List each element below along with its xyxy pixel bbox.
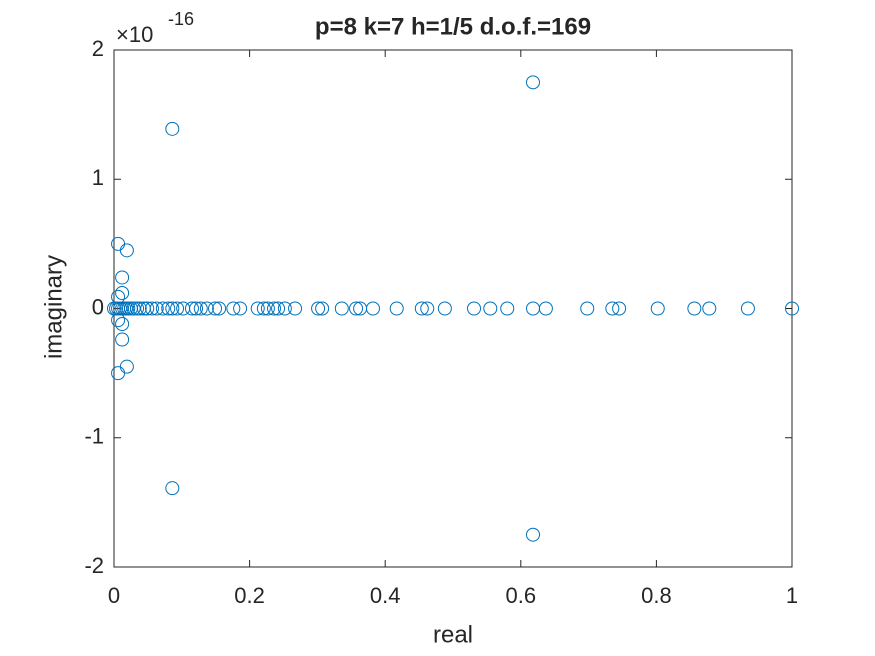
point — [144, 301, 159, 316]
point — [260, 301, 275, 316]
point — [250, 301, 265, 316]
point — [349, 301, 364, 316]
point — [650, 301, 665, 316]
point — [256, 301, 271, 316]
y-tick-label: -1 — [84, 424, 104, 449]
point — [161, 301, 176, 316]
point — [199, 301, 214, 316]
point — [208, 301, 223, 316]
point — [126, 301, 141, 316]
point — [315, 301, 330, 316]
point — [311, 301, 326, 316]
point — [580, 301, 595, 316]
point — [149, 301, 164, 316]
x-tick-label: 0.8 — [641, 583, 672, 608]
point — [687, 301, 702, 316]
point — [288, 301, 303, 316]
point — [500, 301, 515, 316]
x-tick-label: 1 — [786, 583, 798, 608]
point — [277, 301, 292, 316]
point — [111, 313, 126, 328]
y-multiplier-base: ×10 — [116, 22, 153, 47]
point — [165, 121, 180, 136]
point — [526, 75, 541, 90]
y-tick-label: 0 — [92, 294, 104, 319]
point — [189, 301, 204, 316]
point — [119, 359, 134, 374]
x-tick-label: 0.4 — [370, 583, 401, 608]
y-multiplier-exponent: -16 — [168, 9, 194, 29]
point — [165, 481, 180, 496]
point — [226, 301, 241, 316]
x-tick-label: 0 — [108, 583, 120, 608]
point — [414, 301, 429, 316]
point — [212, 301, 227, 316]
y-tick-label: -2 — [84, 553, 104, 578]
point — [420, 301, 435, 316]
plot-box — [113, 49, 793, 568]
point — [155, 301, 170, 316]
point — [365, 301, 380, 316]
point — [612, 301, 627, 316]
point — [115, 285, 130, 300]
point — [115, 270, 130, 285]
point — [193, 301, 208, 316]
point — [115, 317, 130, 332]
point — [605, 301, 620, 316]
y-tick-label: 1 — [92, 165, 104, 190]
point — [389, 301, 404, 316]
point — [233, 301, 248, 316]
point — [483, 301, 498, 316]
point — [334, 301, 349, 316]
x-axis-label: real — [433, 621, 473, 648]
x-tick-label: 0.6 — [506, 583, 537, 608]
point — [437, 301, 452, 316]
y-tick-label: 2 — [92, 36, 104, 61]
x-tick-label: 0.2 — [234, 583, 265, 608]
point — [702, 301, 717, 316]
point — [271, 301, 286, 316]
point — [785, 301, 799, 316]
point — [184, 301, 199, 316]
point — [526, 527, 541, 542]
point — [165, 301, 180, 316]
chart-title: p=8 k=7 h=1/5 d.o.f.=169 — [315, 13, 591, 40]
point — [267, 301, 282, 316]
point — [111, 289, 126, 304]
y-axis-label: imaginary — [40, 255, 67, 359]
point — [740, 301, 755, 316]
point — [121, 301, 136, 316]
point — [170, 301, 185, 316]
point — [130, 301, 145, 316]
point — [467, 301, 482, 316]
point — [140, 301, 155, 316]
point — [119, 243, 134, 258]
point — [115, 332, 130, 347]
point — [132, 301, 147, 316]
point — [538, 301, 553, 316]
